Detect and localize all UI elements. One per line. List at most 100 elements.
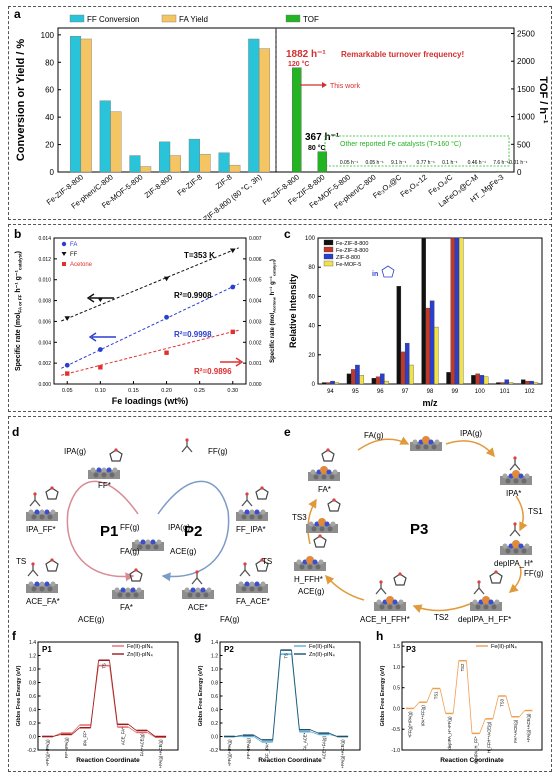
a-right-bar [292, 67, 302, 173]
h-ytick-label: -0.5 [391, 727, 400, 733]
a-left-bar [258, 48, 271, 173]
c-bar [471, 375, 476, 385]
f-connector [128, 724, 137, 731]
f-legend-label: Fe(II)-pIN₄ [127, 644, 154, 650]
c-ytick-label: 40 [308, 324, 315, 330]
b-ytick-label: 0.006 [38, 319, 51, 325]
c-legend-label: Fe-ZIF-8-800 [336, 241, 368, 247]
b-xtick-label: 0.30 [227, 388, 238, 394]
a-right-bar [445, 171, 455, 173]
c-bar [508, 382, 514, 385]
ipa-gas-label-1: IPA(g) [64, 447, 86, 456]
c-legend-swatch [323, 246, 334, 253]
b-ytick-right-label: 0.003 [249, 319, 262, 325]
a-right-legend-label: TOF [303, 15, 319, 24]
b-point [229, 248, 236, 254]
f-connector [147, 732, 156, 738]
h-connector [466, 660, 473, 734]
h-ylabel: Gibbs Free Energy (eV) [380, 665, 386, 726]
c-xtick-label: 98 [427, 389, 434, 395]
b-point [230, 284, 236, 290]
h-ytick-label: 0.5 [393, 686, 400, 692]
a-right-legend-swatch [285, 14, 301, 23]
c-bar [446, 372, 451, 385]
c-bar [384, 380, 389, 385]
a-right-category-label: Fe₃O₄@C [371, 172, 404, 200]
f-state-label: +FA(g)+ACE(g) [158, 739, 163, 768]
a-right-bar [394, 171, 404, 173]
g-connector [291, 650, 300, 730]
g-xlabel: Reaction Coordinate [258, 757, 322, 764]
c-bar [475, 373, 480, 385]
a-right-bar [470, 171, 481, 173]
panel-c-chart: c 0 20 40 60 80 100 Relative Intensity m/z 94 95 9… [284, 227, 543, 408]
c-bar [371, 378, 377, 385]
h-state-label: +FF(g)+IPA(g) [407, 711, 412, 738]
h-ytick-label: 1.0 [393, 665, 400, 671]
b-point [164, 350, 169, 355]
c-bar [350, 369, 356, 385]
f-state-label: TS [102, 663, 107, 669]
e-ace-h-ffh-label: ACE_H_FFH* [360, 615, 410, 624]
c-xtick-label: 101 [500, 389, 511, 395]
h-state-label: depIPA_H*+FF(g) [447, 716, 452, 750]
g-connector [329, 732, 338, 737]
h-connector [413, 701, 420, 709]
panel-f-chart: f -0.2 0.0 0.2 0.4 0.6 0.8 1.0 1.2 1.4 Gibbs Free… [12, 629, 179, 768]
ipa-ff-molecule [26, 485, 59, 521]
ff-ipa-molecule [236, 485, 269, 521]
fa-ace-label: FA_ACE* [236, 597, 270, 606]
c-bar [434, 326, 439, 385]
a-left-bar [159, 141, 171, 173]
b-ytick-right-label: 0.000 [249, 382, 262, 388]
b-legend-label: FA [70, 242, 77, 248]
c-bar [346, 373, 352, 385]
h-connector [492, 695, 499, 719]
f-state-label: ACE_FA* [120, 727, 125, 745]
a-temp1-label: 120 °C [288, 60, 309, 68]
f-ytick-label: 0.6 [29, 694, 36, 700]
h-ytick-label: -1.0 [391, 748, 400, 754]
f-ytick-label: 0.2 [29, 721, 36, 727]
g-state-label: TS [284, 653, 289, 659]
p3-label: P3 [410, 521, 428, 538]
a-left-legend-swatch [161, 14, 177, 23]
e-ace-gas-label: ACE(g) [298, 587, 325, 596]
a-left-bar [218, 152, 230, 173]
a-other-box [324, 135, 510, 167]
f-legend-label: Zn(II)-pIN₄ [127, 652, 154, 658]
c-bar [521, 379, 526, 385]
c-bar [380, 373, 385, 385]
a-left-bar [80, 38, 92, 173]
g-state-label: +FF(g)+IPA(g) [227, 739, 232, 766]
b-ytick-label: 0.000 [38, 382, 51, 388]
f-ytick-label: 0.0 [29, 735, 36, 741]
c-bar [533, 382, 539, 385]
a-left-category-label: ZIF-8-800 [143, 172, 174, 199]
c-legend-label: Fe-ZIF-8-800 [336, 248, 368, 254]
g-ytick-label: 0.0 [211, 735, 218, 741]
c-xtick-label: 95 [352, 389, 359, 395]
a-left-bar [229, 164, 241, 173]
b-legend-label: FF [70, 252, 78, 258]
c-bar [375, 376, 381, 385]
h-connector [518, 710, 526, 718]
a-right-bar [317, 151, 328, 173]
h-plot: -1.0 -0.5 0.0 0.5 1.0 1.5 Gibbs Free Energy (e… [380, 641, 543, 764]
e-ts3-label: TS3 [292, 513, 307, 522]
a-right-ytick-label: 500 [517, 140, 531, 149]
a-right-ytick-label: 0 [517, 168, 522, 177]
f-state-label: FA*+ACE(g) [139, 733, 144, 757]
panel-a-letter: a [14, 7, 21, 21]
a-right-bar [496, 171, 506, 173]
g-ytick-label: 0.4 [211, 708, 218, 714]
a-left-ytick-label: 0 [50, 168, 55, 177]
f-connector [90, 660, 99, 728]
panel-a-chart: a 0 20 40 60 80 100 Conversion or Yield / % Fe-… [14, 7, 549, 220]
panel-bc-frame [8, 224, 552, 412]
b-point [98, 365, 103, 370]
ts-label-2: TS [262, 557, 272, 566]
f-ylabel: Gibbs Free Energy (eV) [16, 665, 22, 726]
f-plot: -0.2 0.0 0.2 0.4 0.6 0.8 1.0 1.2 1.4 Gibbs Free E… [16, 640, 179, 768]
a-right-value-label: 0.01 h⁻¹ [509, 160, 528, 166]
